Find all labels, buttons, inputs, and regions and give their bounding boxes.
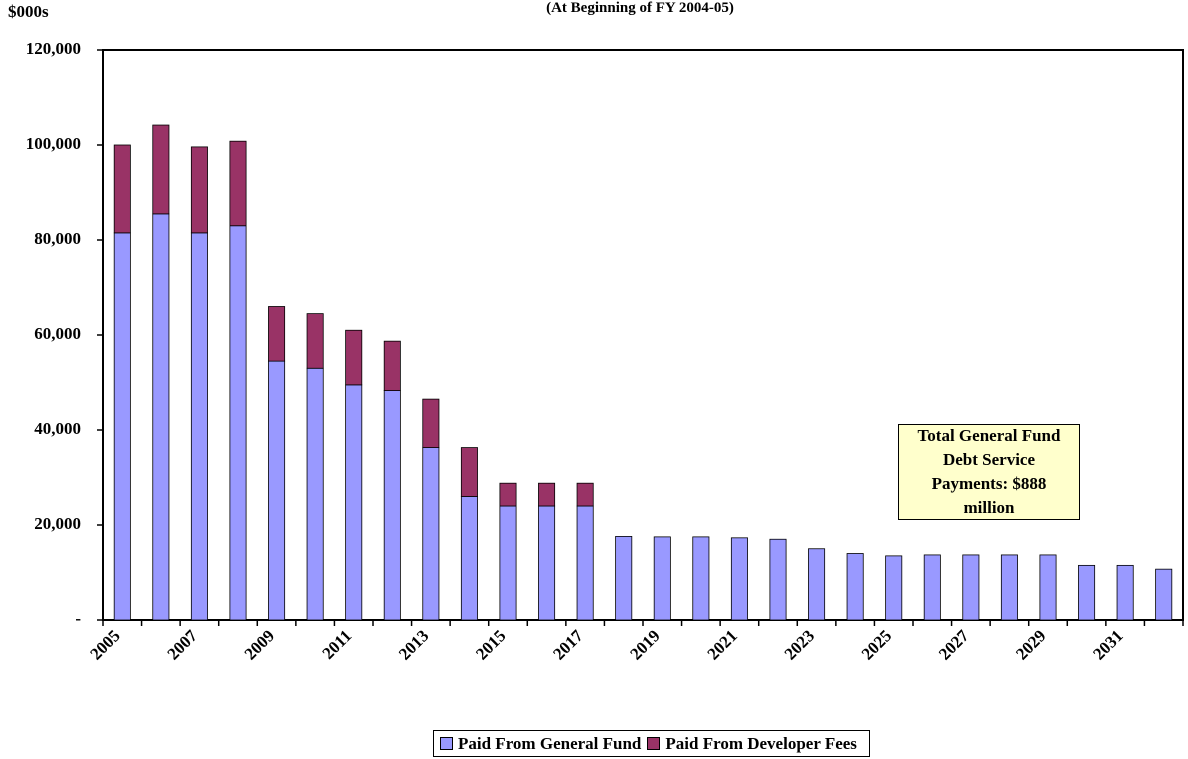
y-tick-label: 120,000 — [26, 39, 81, 58]
bar-segment — [152, 124, 170, 215]
x-tick-label: 2017 — [549, 626, 587, 664]
plot-area — [102, 49, 1184, 621]
bar-segment — [190, 146, 208, 234]
bar-segment — [1000, 554, 1018, 621]
bar-segment — [306, 313, 324, 369]
y-tick-label: 40,000 — [34, 419, 81, 438]
bar-segment — [923, 554, 941, 621]
x-tick-label: 2013 — [395, 626, 432, 663]
bar-segment — [576, 482, 594, 507]
bar-segment — [1116, 564, 1134, 621]
x-tick-label: 2027 — [935, 626, 973, 664]
bar-segment — [1078, 564, 1096, 621]
y-tick-label: - — [75, 609, 81, 628]
chart-title: (At Beginning of FY 2004-05) — [546, 0, 734, 16]
bar-segment — [1155, 568, 1173, 621]
bar-segment — [152, 213, 170, 621]
bar-segment — [499, 505, 517, 621]
bar-segment — [229, 140, 247, 227]
x-tick-label: 2031 — [1089, 626, 1126, 663]
legend-swatch — [440, 737, 453, 750]
bar-segment — [692, 536, 710, 621]
legend-item: Paid From Developer Fees — [647, 734, 857, 754]
bar-segment — [383, 390, 401, 621]
bar-segment — [422, 398, 440, 448]
bar-segment — [306, 367, 324, 621]
bar-segment — [808, 548, 826, 621]
x-tick-label: 2005 — [86, 626, 123, 663]
y-tick-label: 80,000 — [34, 229, 81, 248]
bar-segment — [538, 505, 556, 621]
y-tick-label: 100,000 — [26, 134, 81, 153]
annotation: Total General Fund Debt Service Payments… — [898, 424, 1080, 520]
legend-swatch — [647, 737, 661, 750]
x-tick-label: 2009 — [241, 626, 278, 663]
x-tick-label: 2023 — [781, 626, 818, 663]
bar-segment — [615, 536, 633, 621]
bar-segment — [113, 232, 131, 621]
y-tick-label: 60,000 — [34, 324, 81, 343]
bar-segment — [268, 360, 286, 621]
bar-segment — [345, 329, 363, 386]
bar-segment — [460, 496, 478, 621]
bar-segment — [846, 553, 864, 621]
bar-segment — [538, 482, 556, 507]
x-tick-label: 2007 — [164, 626, 202, 664]
bar-segment — [885, 555, 903, 621]
x-tick-label: 2011 — [318, 626, 355, 663]
bar-segment — [345, 384, 363, 621]
legend-label: Paid From Developer Fees — [665, 733, 857, 753]
bar-segment — [499, 482, 517, 507]
bar-segment — [460, 447, 478, 497]
legend: Paid From General Fund Paid From Develope… — [433, 730, 870, 757]
bar-segment — [1039, 554, 1057, 621]
bar-segment — [576, 505, 594, 621]
legend-item: Paid From General Fund — [440, 734, 641, 754]
bar-segment — [190, 232, 208, 621]
bar-segment — [730, 537, 748, 621]
bar-segment — [422, 447, 440, 621]
bar-segment — [962, 554, 980, 621]
bar-segment — [769, 538, 787, 621]
y-tick-label: 20,000 — [34, 514, 81, 533]
y-axis-label: $000s — [8, 2, 49, 21]
x-tick-label: 2015 — [472, 626, 509, 663]
legend-label: Paid From General Fund — [458, 733, 642, 753]
x-tick-label: 2019 — [626, 626, 663, 663]
bar-segment — [653, 536, 671, 621]
x-tick-label: 2025 — [858, 626, 895, 663]
x-tick-label: 2021 — [704, 626, 741, 663]
bar-segment — [113, 144, 131, 234]
x-tick-label: 2029 — [1012, 626, 1049, 663]
bar-segment — [383, 340, 401, 391]
bar-segment — [268, 306, 286, 362]
bar-segment — [229, 225, 247, 621]
